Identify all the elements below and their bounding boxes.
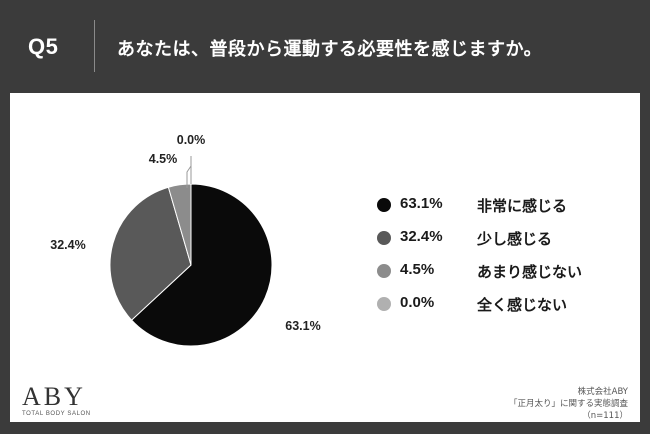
legend-swatch — [377, 264, 391, 278]
pie-slice — [109, 186, 192, 321]
header: Q5 あなたは、普段から運動する必要性を感じますか。 — [0, 0, 650, 93]
pie-data-label: 0.0% — [177, 133, 206, 147]
chart-card: 63.1% 32.4% 4.5% 0.0% 63.1% 非常に感じる 32.4% 少し… — [10, 93, 640, 422]
legend-pct: 32.4% — [400, 228, 443, 245]
source-company: 株式会社ABY — [577, 387, 628, 397]
brand-logo: ABY TOTAL BODY SALON — [22, 382, 91, 418]
logo-subtitle: TOTAL BODY SALON — [22, 411, 91, 417]
legend-swatch — [377, 198, 391, 212]
pie-data-label: 63.1% — [285, 319, 320, 333]
legend-label: 非常に感じる — [477, 197, 568, 215]
legend-swatch — [377, 297, 391, 311]
legend-pct: 63.1% — [400, 195, 443, 212]
header-divider — [94, 20, 95, 72]
source-n: （n=111） — [582, 411, 628, 421]
question-number: Q5 — [28, 34, 59, 59]
pie-chart: 63.1% 32.4% 4.5% 0.0% — [50, 133, 321, 347]
pie-slice — [130, 183, 273, 347]
legend-pct: 0.0% — [400, 294, 435, 311]
pie-data-label: 32.4% — [50, 238, 85, 252]
legend-swatch — [377, 231, 391, 245]
legend-label: 全く感じない — [477, 296, 568, 314]
legend-label: 少し感じる — [477, 230, 553, 248]
question-title: あなたは、普段から運動する必要性を感じますか。 — [117, 39, 543, 60]
logo-text: ABY — [22, 382, 86, 411]
source-note: 株式会社ABY 「正月太り」に関する実態調査 （n=111） — [509, 386, 628, 422]
legend-pct: 4.5% — [400, 261, 435, 278]
leader-line — [186, 165, 192, 188]
legend-label: あまり感じない — [477, 263, 583, 281]
pie-data-label: 4.5% — [149, 152, 178, 166]
source-survey: 「正月太り」に関する実態調査 — [508, 399, 628, 409]
